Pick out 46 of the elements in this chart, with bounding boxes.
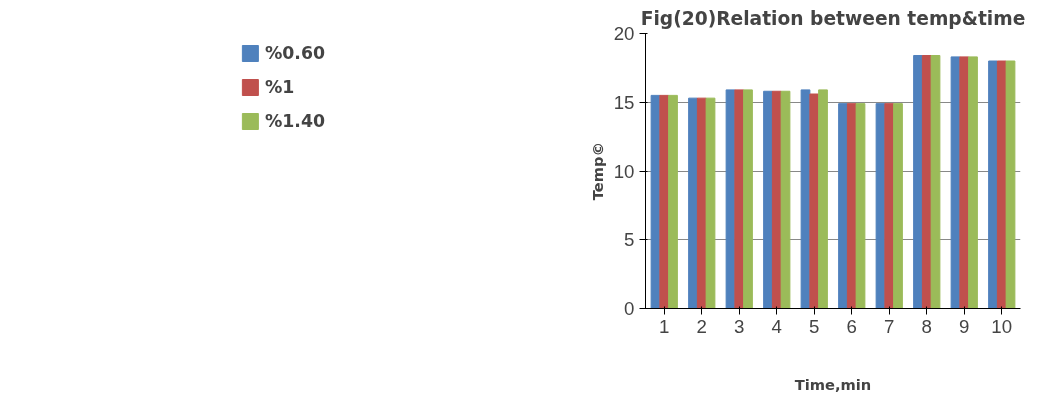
bar [818,89,828,309]
chart-title: Fig(20)Relation between temp&time [640,7,1026,29]
y-tick-label: 15 [613,91,635,113]
y-tick-label: 5 [624,229,635,251]
bar [855,103,866,309]
bar [1005,60,1016,309]
bar [968,56,978,309]
bar [659,94,670,309]
y-tick-label: 0 [624,298,635,319]
bar [913,55,923,309]
x-tick-label: 7 [884,315,895,337]
y-tick-label: 20 [613,23,635,44]
legend-label: %1 [264,77,295,97]
bar [650,94,661,309]
y-axis-title: Temp© [588,141,606,201]
x-tick-label: 10 [991,315,1013,337]
bar [809,93,820,309]
bar [838,103,848,309]
bar [734,89,745,309]
bar [893,103,903,309]
bar [705,97,716,309]
bar [725,89,736,309]
x-tick-label: 4 [771,315,782,337]
bar [800,89,811,309]
bar [763,90,773,309]
bar [780,90,791,309]
bar [988,60,998,309]
bar [688,97,698,309]
legend-label: %0.60 [264,43,326,63]
bar [884,103,895,309]
x-tick-label: 9 [959,315,970,337]
bar [743,89,753,309]
x-tick-label: 3 [734,315,745,337]
bar [668,94,678,309]
x-tick-label: 1 [659,315,670,337]
bar [930,55,941,309]
x-tick-label: 6 [846,315,857,337]
bar [950,56,961,309]
x-tick-label: 5 [809,315,820,337]
bar [959,56,970,309]
x-tick-label: 8 [921,315,932,337]
y-tick-label: 10 [613,160,635,182]
x-axis-title: Time,min [794,375,872,393]
bar [875,103,886,309]
x-tick-label: 2 [696,315,707,337]
legend-label: %1.40 [264,111,326,131]
